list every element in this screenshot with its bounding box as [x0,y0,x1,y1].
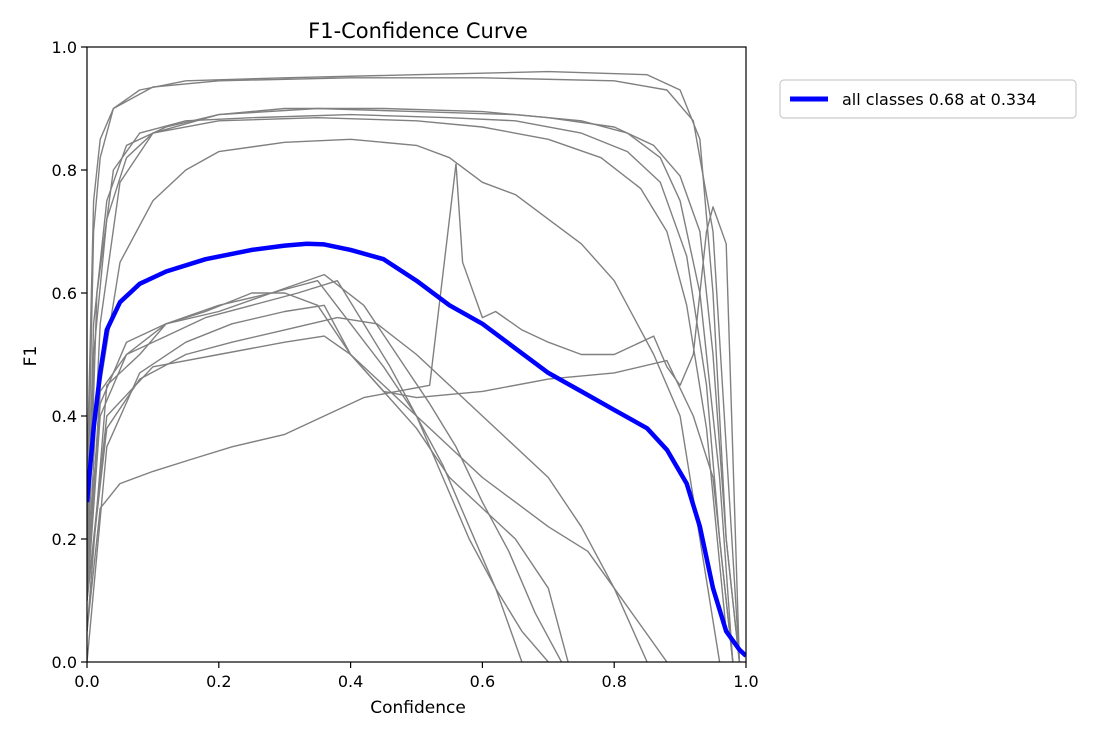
series-line-class-3 [87,107,734,662]
legend-box [779,79,1077,119]
legend: all classes 0.68 at 0.334 [779,79,1077,119]
y-tick-label: 0.2 [52,530,77,549]
series-line-class-10 [87,273,563,662]
y-axis-label: F1 [21,346,41,367]
chart-title: F1-Confidence Curve [308,19,528,43]
series-line-class-5 [87,138,721,662]
x-tick-label: 0.8 [601,672,626,691]
series-line-class-13 [87,335,668,662]
x-tick-label: 0.6 [470,672,495,691]
series-line-class-16 [87,292,734,662]
y-tick-label: 1.0 [52,38,77,57]
series-line-class-6 [87,107,741,662]
axes: 0.0 0.2 0.4 0.6 0.8 1.0 0.0 0.2 0.4 0.6 0.8 1.0 [52,38,759,691]
series-line-class-1 [87,70,741,662]
x-tick-label: 0.4 [338,672,363,691]
plot-area [87,70,746,662]
series-line-class-11 [87,316,648,662]
x-tick-label: 0.0 [74,672,99,691]
y-tick-label: 0.4 [52,407,77,426]
y-tick-label: 0.8 [52,161,77,180]
y-tick-label: 0.6 [52,284,77,303]
series-line-class-4 [87,116,727,632]
legend-label-all-classes: all classes 0.68 at 0.334 [842,90,1036,109]
series-line-all-classes [87,241,746,658]
x-axis-label: Confidence [370,698,466,718]
y-tick-label: 0.0 [52,653,77,672]
series-line-class-9 [87,280,549,662]
x-tick-label: 0.2 [206,672,231,691]
series-line-class-15 [455,163,741,662]
plot-frame [86,46,747,663]
series-line-class-14 [87,163,457,632]
x-tick-label: 1.0 [733,672,758,691]
series-line-class-12 [87,280,523,662]
series-line-class-2 [87,77,741,662]
